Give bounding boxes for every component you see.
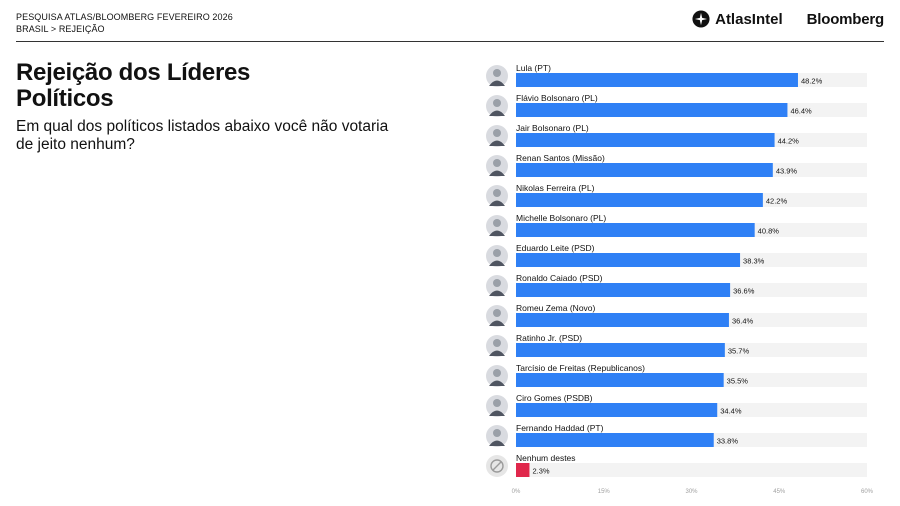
avatar-head-icon [493,339,501,347]
avatar-body-icon [489,170,505,176]
avatar-body-icon [489,410,505,416]
avatar-head-icon [493,99,501,107]
avatar-body-icon [489,350,505,356]
data-label: 40.8% [758,227,780,236]
category-label: Lula (PT) [516,63,551,73]
avatar-head-icon [493,129,501,137]
atlasintel-logo: AtlasIntel [692,10,783,28]
page-subtitle: Em qual dos políticos listados abaixo vo… [16,118,389,153]
avatar-head-icon [493,69,501,77]
avatar-head-icon [493,279,501,287]
bar [516,193,763,207]
avatar-body-icon [489,110,505,116]
x-tick-label: 0% [512,489,521,495]
avatar-head-icon [493,249,501,257]
category-label: Flávio Bolsonaro (PL) [516,93,598,103]
page-title: Rejeição dos Líderes Políticos [16,59,251,112]
data-label: 48.2% [801,77,823,86]
avatar-body-icon [489,290,505,296]
category-label: Jair Bolsonaro (PL) [516,123,589,133]
avatar-body-icon [489,230,505,236]
avatar-body-icon [489,200,505,206]
x-tick-label: 45% [773,489,786,495]
breadcrumb: BRASIL > REJEIÇÃO [16,24,105,34]
avatar-head-icon [493,399,501,407]
category-label: Ratinho Jr. (PSD) [516,333,582,343]
bar [516,133,775,147]
avatar-body-icon [489,80,505,86]
bar [516,313,729,327]
bloomberg-logo: Bloomberg [806,10,885,28]
avatar-head-icon [493,219,501,227]
header-divider [16,41,884,42]
logos: AtlasIntel Bloomberg [692,10,884,28]
avatar-head-icon [493,309,501,317]
category-label: Tarcísio de Freitas (Republicanos) [516,363,645,373]
bar [516,463,530,477]
avatar-body-icon [489,380,505,386]
avatar-head-icon [493,369,501,377]
data-label: 36.4% [732,317,754,326]
x-tick-label: 15% [598,489,611,495]
bar [516,73,798,87]
bar [516,373,724,387]
data-label: 35.5% [727,377,749,386]
data-label: 44.2% [778,137,800,146]
category-label: Eduardo Leite (PSD) [516,243,595,253]
category-label: Ciro Gomes (PSDB) [516,393,593,403]
data-label: 46.4% [790,107,812,116]
none-option-icon-ring [490,459,504,473]
none-option-icon-slash [492,461,502,471]
avatar-head-icon [493,159,501,167]
category-label: Renan Santos (Missão) [516,153,605,163]
bar [516,253,741,267]
x-tick-label: 60% [861,489,874,495]
avatar-head-icon [493,189,501,197]
data-label: 43.9% [776,167,798,176]
data-label: 34.4% [720,407,742,416]
data-label: 2.3% [532,467,549,476]
avatar-body-icon [489,440,505,446]
x-tick-label: 30% [685,489,698,495]
category-label: Ronaldo Caiado (PSD) [516,273,603,283]
bar [516,343,725,357]
bar [516,433,714,447]
category-label: Fernando Haddad (PT) [516,423,604,433]
bar [516,403,718,417]
category-label: Nikolas Ferreira (PL) [516,183,595,193]
category-label: Nenhum destes [516,453,576,463]
bar [516,223,755,237]
survey-header: PESQUISA ATLAS/BLOOMBERG FEVEREIRO 2026 … [16,11,233,35]
survey-title: PESQUISA ATLAS/BLOOMBERG FEVEREIRO 2026 [16,12,233,22]
data-label: 36.6% [733,287,755,296]
bar [516,103,788,117]
avatar-body-icon [489,320,505,326]
atlasintel-logo-icon [692,10,710,28]
data-label: 35.7% [728,347,750,356]
avatar-body-icon [489,260,505,266]
data-label: 33.8% [717,437,739,446]
avatar-body-icon [489,140,505,146]
bar-track [516,463,867,477]
avatar-head-icon [493,429,501,437]
data-label: 42.2% [766,197,788,206]
category-label: Romeu Zema (Novo) [516,303,596,313]
bar [516,283,731,297]
data-label: 38.3% [743,257,765,266]
atlasintel-logo-text: AtlasIntel [715,10,783,28]
category-label: Michelle Bolsonaro (PL) [516,213,606,223]
bar [516,163,773,177]
